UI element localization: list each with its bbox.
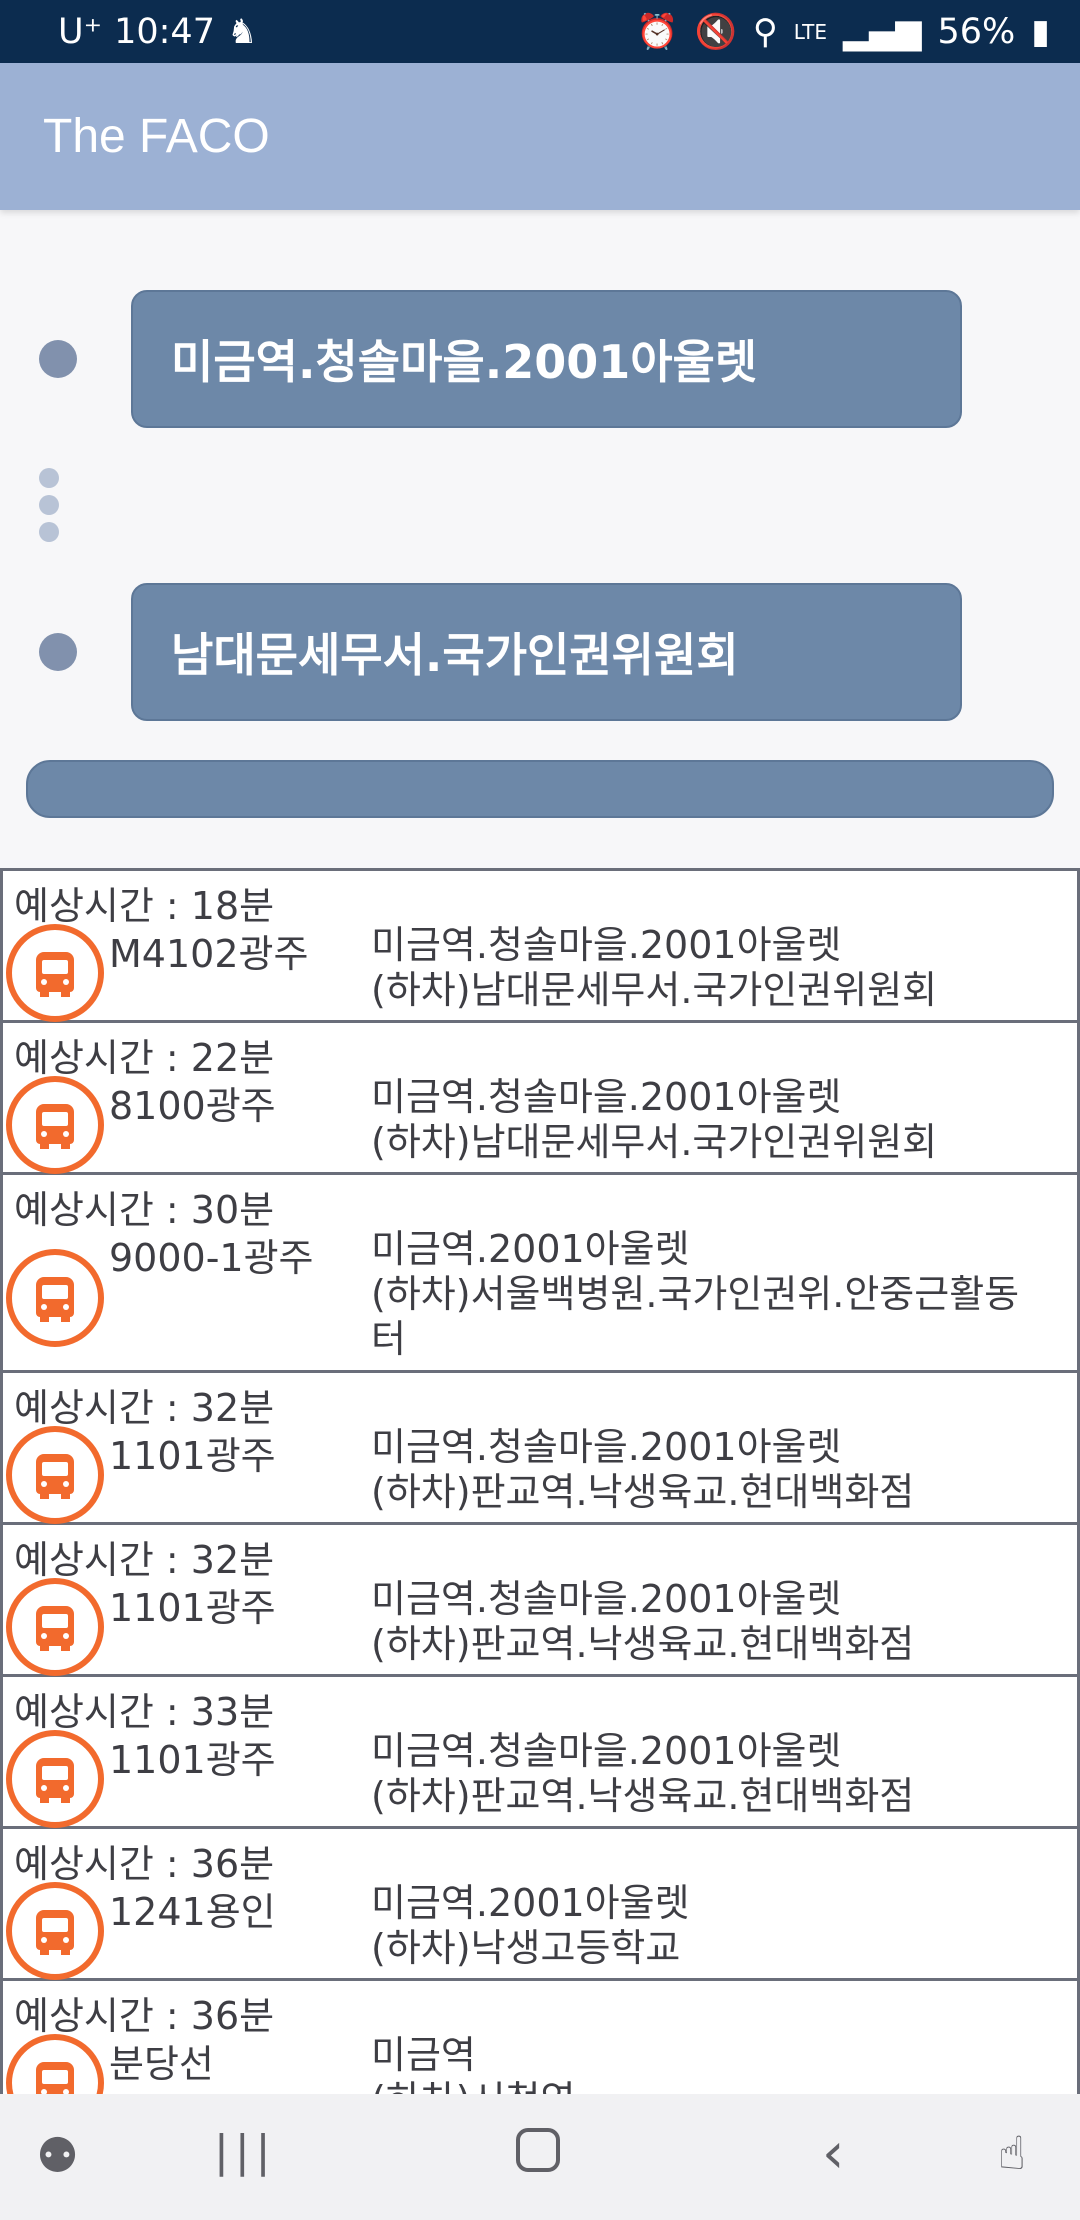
notification-icon: ♞ [226,11,258,52]
estimated-time: 예상시간 : 32분 [14,1386,275,1430]
estimated-time: 예상시간 : 36분 [14,1994,275,2038]
alighting-stop: (하차)낙생고등학교 [371,1926,681,1970]
alighting-stop: (하차)시청역 [371,2078,1071,2094]
alighting-stop: (하차)판교역.낙생육교.현대백화점 [371,1774,915,1818]
alighting-stop: (하차)서울백병원.국가인권위.안중근활동 [371,1272,1020,1316]
route-connector-dot-icon [39,522,59,542]
system-nav-bar: ⚉ ||| ‹ ☝ [0,2094,1080,2220]
route-connector-dot-icon [39,495,59,515]
estimated-time: 예상시간 : 33분 [14,1690,275,1734]
stop-list: 미금역.청솔마을.2001아울렛 (하차)판교역.낙생육교.현대백화점 [371,1425,1071,1515]
alighting-stop: (하차)판교역.낙생육교.현대백화점 [371,1622,915,1666]
estimated-time: 예상시간 : 36분 [14,1842,275,1886]
route-connector-dot-icon [39,468,59,488]
carrier-label: U⁺ [58,11,103,52]
bus-icon [6,1882,104,1980]
app-title: The FACO [43,110,270,163]
stop-list: 미금역.청솔마을.2001아울렛 (하차)남대문세무서.국가인권위원회 [371,1075,1071,1165]
network-type: LTE [793,19,828,44]
estimated-time: 예상시간 : 30분 [14,1188,275,1232]
list-item[interactable]: 예상시간 : 18분 M4102광주 미금역.청솔마을.2001아울렛 (하차)… [0,871,1080,1023]
list-item[interactable]: 예상시간 : 36분 1241용인 미금역.2001아울렛 (하차)낙생고등학교 [0,1829,1080,1981]
alighting-stop: (하차)남대문세무서.국가인권위원회 [371,1120,938,1164]
boarding-stop: 미금역.청솔마을.2001아울렛 [371,1729,842,1773]
estimated-time: 예상시간 : 18분 [14,884,275,928]
result-list[interactable]: 예상시간 : 18분 M4102광주 미금역.청솔마을.2001아울렛 (하차)… [0,868,1080,2094]
bus-number: 1241용인 [109,1890,276,1934]
battery-icon: ▮ [1031,11,1050,52]
bus-number: 8100광주 [109,1084,276,1128]
bus-icon [6,1730,104,1828]
bus-number: M4102광주 [109,932,309,976]
accessibility-icon[interactable]: ☝ [998,2126,1027,2180]
list-item[interactable]: 예상시간 : 30분 9000-1광주 미금역.2001아울렛 (하차)서울백병… [0,1175,1080,1373]
alighting-stop: (하차)남대문세무서.국가인권위원회 [371,968,938,1012]
stop-list: 미금역.2001아울렛 (하차)낙생고등학교 [371,1881,1071,1971]
battery-percent: 56% [937,11,1016,52]
boarding-stop: 미금역 [371,2033,476,2077]
alighting-stop: (하차)판교역.낙생육교.현대백화점 [371,1470,915,1514]
destination-stop-button[interactable]: 남대문세무서.국가인권위원회 [131,583,962,721]
boarding-stop: 미금역.청솔마을.2001아울렛 [371,1425,842,1469]
location-icon: ⚲ [752,11,778,52]
stop-list: 미금역.청솔마을.2001아울렛 (하차)판교역.낙생육교.현대백화점 [371,1729,1071,1819]
list-item[interactable]: 예상시간 : 32분 1101광주 미금역.청솔마을.2001아울렛 (하차)판… [0,1373,1080,1525]
list-item[interactable]: 예상시간 : 33분 1101광주 미금역.청솔마을.2001아울렛 (하차)판… [0,1677,1080,1829]
status-left: U⁺ 10:47 ♞ [58,12,257,52]
alarm-icon: ⏰ [636,11,679,52]
game-launcher-icon[interactable]: ⚉ [36,2128,80,2184]
boarding-stop: 미금역.청솔마을.2001아울렛 [371,923,842,967]
stop-list: 미금역 (하차)시청역 [371,2033,1071,2094]
bus-icon [6,2034,104,2094]
destination-stop-label: 남대문세무서.국가인권위원회 [171,628,739,682]
list-item[interactable]: 예상시간 : 36분 분당선 미금역 (하차)시청역 [0,1981,1080,2094]
bus-number: 9000-1광주 [109,1236,314,1280]
back-icon[interactable]: ‹ [822,2121,845,2186]
stop-list: 미금역.2001아울렛 (하차)서울백병원.국가인권위.안중근활동 터 [371,1227,1071,1362]
boarding-stop: 미금역.청솔마을.2001아울렛 [371,1075,842,1119]
destination-dot-icon [39,633,77,671]
estimated-time: 예상시간 : 32분 [14,1538,275,1582]
bus-number: 1101광주 [109,1586,276,1630]
stop-list: 미금역.청솔마을.2001아울렛 (하차)판교역.낙생육교.현대백화점 [371,1577,1071,1667]
bus-icon [6,1076,104,1174]
status-right: ⏰ 🔇 ⚲ LTE ▂▄▆ 56% ▮ [636,12,1050,52]
clock: 10:47 [114,11,215,52]
list-item[interactable]: 예상시간 : 32분 1101광주 미금역.청솔마을.2001아울렛 (하차)판… [0,1525,1080,1677]
home-icon[interactable] [516,2128,560,2172]
app-bar: The FACO [0,63,1080,210]
origin-dot-icon [39,340,77,378]
boarding-stop: 미금역.청솔마을.2001아울렛 [371,1577,842,1621]
bus-icon [6,924,104,1022]
stop-list: 미금역.청솔마을.2001아울렛 (하차)남대문세무서.국가인권위원회 [371,923,1071,1013]
mute-icon: 🔇 [694,11,737,52]
bus-icon [6,1249,104,1347]
status-bar: U⁺ 10:47 ♞ ⏰ 🔇 ⚲ LTE ▂▄▆ 56% ▮ [0,0,1080,63]
recent-apps-icon[interactable]: ||| [214,2126,277,2177]
bus-number: 1101광주 [109,1738,276,1782]
origin-stop-button[interactable]: 미금역.청솔마을.2001아울렛 [131,290,962,428]
bus-number: 분당선 [109,2042,214,2086]
boarding-stop: 미금역.2001아울렛 [371,1881,690,1925]
search-button[interactable] [26,760,1054,818]
origin-stop-label: 미금역.청솔마을.2001아울렛 [171,335,758,389]
bus-icon [6,1578,104,1676]
alighting-stop-continued: 터 [371,1317,406,1361]
bus-icon [6,1426,104,1524]
signal-icon: ▂▄▆ [843,11,922,52]
route-panel: 미금역.청솔마을.2001아울렛 남대문세무서.국가인권위원회 [0,210,1080,870]
estimated-time: 예상시간 : 22분 [14,1036,275,1080]
boarding-stop: 미금역.2001아울렛 [371,1227,690,1271]
list-item[interactable]: 예상시간 : 22분 8100광주 미금역.청솔마을.2001아울렛 (하차)남… [0,1023,1080,1175]
bus-number: 1101광주 [109,1434,276,1478]
